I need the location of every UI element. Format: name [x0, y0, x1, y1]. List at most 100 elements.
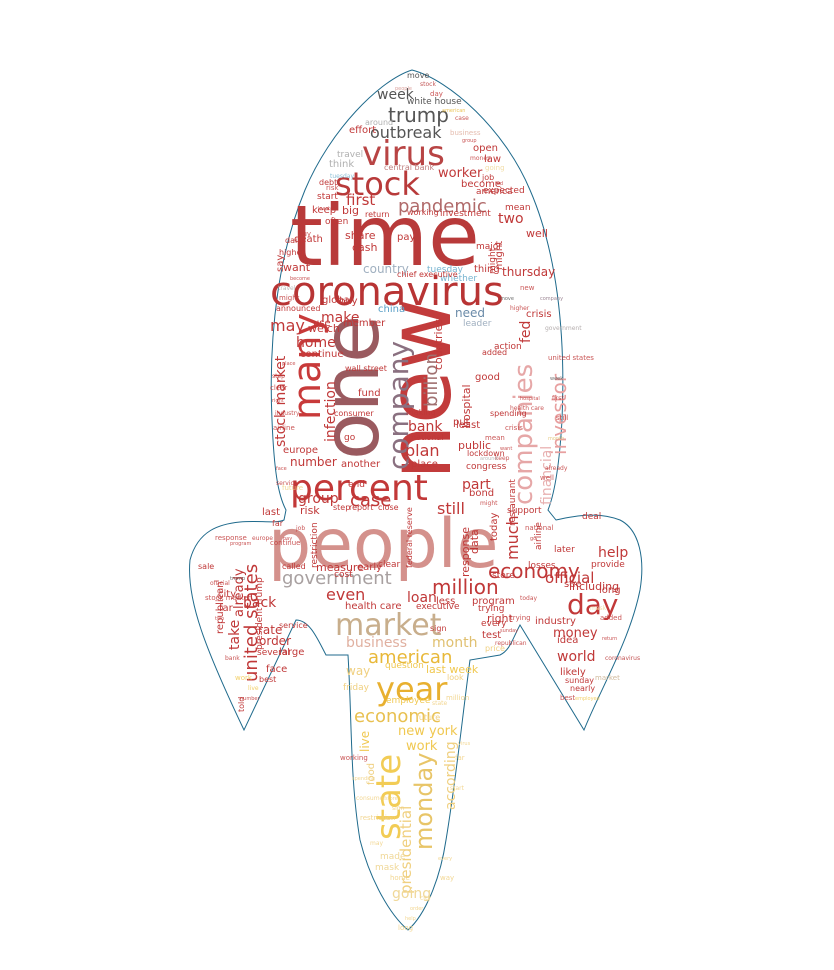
cloud-word-small: going: [485, 164, 505, 172]
cloud-word: order: [259, 634, 291, 648]
cloud-word: united states: [241, 564, 262, 682]
cloud-word-small: order: [410, 906, 424, 912]
cloud-word: effort: [349, 125, 376, 136]
cloud-word: report: [349, 503, 373, 512]
cloud-word: crisis: [526, 309, 552, 320]
cloud-word-small: city: [420, 895, 431, 902]
cloud-word-small: two: [215, 616, 224, 622]
cloud-word: told: [237, 697, 246, 712]
cloud-word: global: [322, 295, 353, 306]
cloud-word: cash: [352, 241, 378, 254]
cloud-word: action: [494, 342, 522, 352]
cloud-word: losses: [528, 561, 556, 571]
cloud-word-small: become: [290, 276, 310, 282]
cloud-word-small: response: [215, 534, 247, 542]
cloud-word-small: job: [295, 525, 305, 532]
cloud-word-small: go: [530, 536, 536, 542]
cloud-word: death: [294, 234, 323, 245]
cloud-word: worker: [438, 166, 483, 181]
cloud-word: business: [346, 635, 407, 651]
cloud-word: central bank: [384, 163, 435, 172]
cloud-word: leader: [463, 319, 492, 329]
cloud-word: often: [325, 217, 348, 227]
cloud-word-small: sunday: [500, 628, 518, 634]
cloud-word-small: american: [442, 108, 465, 114]
cloud-word: every: [481, 619, 507, 629]
cloud-word: country: [363, 262, 409, 276]
cloud-word: american: [368, 647, 452, 668]
cloud-word: friday: [343, 683, 370, 693]
cloud-word: employee: [386, 696, 431, 706]
cloud-word-small: first: [552, 395, 564, 402]
cloud-word-small: week: [550, 376, 563, 382]
cloud-word: travel: [337, 150, 363, 160]
cloud-word: public: [458, 439, 491, 452]
cloud-word: called: [282, 562, 306, 571]
rocket-outline: [189, 69, 643, 931]
cloud-word-small: well: [540, 474, 554, 482]
cloud-word-small: service: [276, 480, 298, 487]
cloud-word: return: [365, 210, 389, 219]
cloud-word: president trump: [255, 577, 265, 650]
cloud-word-small: far: [455, 754, 465, 762]
cloud-word: sunday: [565, 676, 594, 685]
cloud-word: well: [526, 227, 548, 240]
cloud-word-small: fed: [495, 181, 503, 187]
cloud-word: trump: [388, 103, 449, 127]
cloud-word: coronavirus: [270, 269, 504, 315]
cloud-word: lockdown: [467, 449, 505, 458]
cloud-word: tuesday: [427, 265, 464, 275]
cloud-word-small: industry: [275, 410, 300, 417]
cloud-word: best: [259, 675, 276, 684]
cloud-word-small: continue: [270, 539, 300, 547]
cloud-word-small: around: [480, 456, 498, 462]
cloud-word: higher: [279, 248, 305, 257]
cloud-word: including: [569, 580, 619, 593]
cloud-word-small: least: [318, 206, 330, 212]
cloud-word: city: [218, 589, 236, 600]
cloud-word-small: move: [500, 296, 514, 302]
cloud-word: deal: [582, 512, 601, 522]
cloud-word: test: [482, 630, 501, 641]
cloud-word: wall street: [345, 364, 387, 373]
cloud-word: still: [437, 499, 465, 518]
cloud-word: mean: [505, 203, 531, 213]
cloud-word-small: airline: [273, 424, 295, 432]
cloud-word-small: future: [282, 484, 303, 492]
cloud-word: white house: [407, 97, 462, 107]
cloud-word: continue: [300, 349, 343, 360]
cloud-word-small: sign: [392, 805, 405, 812]
cloud-word: health care: [345, 601, 402, 612]
cloud-word: see: [564, 579, 582, 590]
cloud-word: want: [283, 261, 311, 274]
cloud-word: close: [378, 503, 399, 512]
cloud-word-small: live: [248, 685, 259, 692]
cloud-word: chief executive: [397, 270, 458, 279]
cloud-word: end: [348, 480, 365, 490]
cloud-word: million: [432, 575, 499, 599]
cloud-word: one: [307, 315, 397, 460]
cloud-word: need: [455, 306, 485, 320]
cloud-word: republican: [215, 581, 226, 634]
cloud-word: risk: [300, 504, 320, 517]
cloud-word-small: state: [432, 700, 448, 707]
cloud-word: trying: [478, 604, 504, 614]
cloud-word-small: consumer: [356, 795, 386, 802]
cloud-word-small: home: [390, 874, 410, 882]
cloud-word-small: number: [240, 696, 260, 702]
cloud-word-small: million: [446, 694, 469, 702]
cloud-word: already: [232, 568, 247, 617]
cloud-word-small: program: [230, 541, 251, 547]
cloud-word: making: [406, 408, 436, 417]
cloud-word: airline: [534, 522, 544, 550]
cloud-word: two: [498, 211, 524, 227]
cloud-word-small: new: [520, 284, 535, 292]
cloud-word-small: spending: [352, 776, 375, 782]
cloud-word: look: [447, 673, 464, 682]
cloud-word: think: [329, 159, 354, 170]
cloud-word: new: [368, 298, 471, 480]
cloud-word: nearly: [570, 684, 595, 693]
cloud-word: question: [385, 661, 424, 671]
cloud-word: another: [341, 459, 381, 470]
cloud-word-small: stock market: [205, 594, 251, 602]
